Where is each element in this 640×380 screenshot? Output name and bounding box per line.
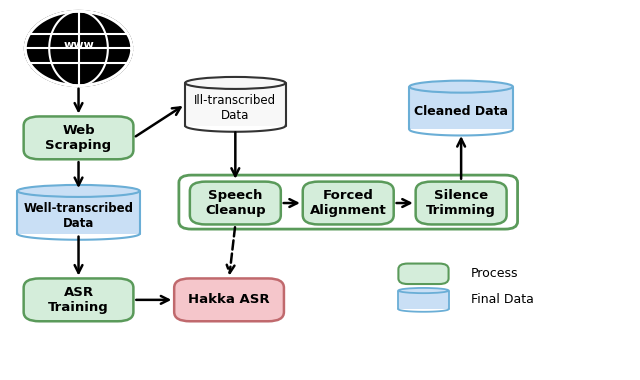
Bar [17, 191, 140, 234]
FancyBboxPatch shape [415, 182, 507, 225]
Bar [398, 291, 449, 309]
Text: Process: Process [470, 267, 518, 280]
FancyBboxPatch shape [24, 116, 133, 159]
Text: Well-transcribed
Data: Well-transcribed Data [24, 202, 134, 230]
FancyBboxPatch shape [174, 279, 284, 321]
Text: Hakka ASR: Hakka ASR [188, 293, 270, 306]
Ellipse shape [398, 288, 449, 293]
FancyBboxPatch shape [398, 264, 449, 284]
FancyBboxPatch shape [303, 182, 394, 225]
Text: Silence
Trimming: Silence Trimming [426, 189, 496, 217]
Text: Final Data: Final Data [470, 293, 533, 306]
Ellipse shape [185, 77, 285, 89]
FancyBboxPatch shape [179, 175, 518, 229]
Text: ASR
Training: ASR Training [48, 286, 109, 314]
Text: Forced
Alignment: Forced Alignment [310, 189, 387, 217]
Ellipse shape [410, 81, 513, 93]
FancyBboxPatch shape [24, 279, 133, 321]
Ellipse shape [17, 185, 140, 197]
Text: Ill-transcribed
Data: Ill-transcribed Data [195, 94, 276, 122]
FancyBboxPatch shape [190, 182, 281, 225]
Text: www: www [63, 40, 94, 50]
Ellipse shape [25, 11, 132, 86]
Bar [185, 83, 285, 126]
Text: Speech
Cleanup: Speech Cleanup [205, 189, 266, 217]
Text: Web
Scraping: Web Scraping [45, 124, 111, 152]
Text: Cleaned Data: Cleaned Data [414, 105, 508, 118]
Bar [410, 87, 513, 130]
